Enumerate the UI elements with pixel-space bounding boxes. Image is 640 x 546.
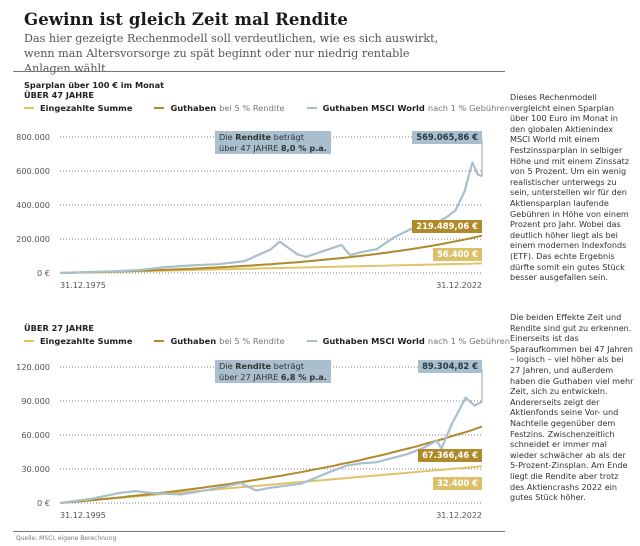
top-divider (13, 71, 505, 72)
chart2-heading-line2: ÜBER 27 JAHRE (24, 323, 95, 333)
chart1-guthaben5-final-value: 219.489,06 € (412, 220, 482, 233)
legend-swatch-eingezahlt (24, 339, 34, 343)
chart1-heading-line2: ÜBER 47 JAHRE (24, 90, 95, 100)
legend-label: Guthaben (170, 336, 217, 346)
y-tick-label: 90.000 (21, 396, 50, 406)
y-tick-label: 60.000 (21, 430, 50, 440)
legend-label-light: nach 1 % Gebühren (427, 103, 510, 113)
callout-text: über 27 JAHRE (219, 371, 281, 382)
legend-label: Guthaben MSCI World (322, 103, 425, 113)
callout-text: Die (219, 132, 236, 142)
y-tick-label: 800.000 (16, 132, 50, 142)
legend-label: Eingezahlte Summe (40, 336, 133, 346)
callout-text-bold: 8,0 % p.a. (280, 142, 327, 153)
legend-swatch-msci (306, 106, 317, 110)
legend-label-light: nach 1 % Gebühren (427, 336, 510, 346)
chart1-eingezahlt-final-value: 56.400 € (432, 248, 482, 261)
legend-label-light: bei 5 % Rendite (219, 336, 285, 346)
callout-text-bold: Rendite (235, 361, 272, 371)
legend-swatch-eingezahlt (24, 106, 34, 110)
legend-label-light: bei 5 % Rendite (219, 103, 285, 113)
callout-text: Die (219, 361, 236, 371)
line-guthaben-5-prozent (59, 425, 483, 504)
y-tick-label: 0 € (37, 268, 50, 278)
chart1-legend: Eingezahlte Summe Guthaben bei 5 % Rendit… (24, 103, 532, 113)
chart2-eingezahlt-final-value: 32.400 € (432, 477, 482, 490)
y-tick-label: 600.000 (16, 166, 50, 176)
page-subtitle: Das hier gezeigte Rechenmodell soll verd… (24, 32, 439, 75)
legend-item-msci: Guthaben MSCI World nach 1 % Gebühren (306, 336, 510, 346)
callout-text: über 47 JAHRE (219, 142, 281, 153)
page-title: Gewinn ist gleich Zeit mal Rendite (24, 10, 348, 29)
line-msci-world (59, 161, 483, 275)
legend-item-msci: Guthaben MSCI World nach 1 % Gebühren (306, 103, 510, 113)
legend-item-eingezahlt: Eingezahlte Summe (24, 336, 132, 346)
callout-text: beträgt (271, 132, 304, 142)
y-tick-label: 200.000 (16, 234, 50, 244)
y-tick-label: 30.000 (21, 464, 50, 474)
legend-swatch-msci (306, 339, 317, 343)
legend-swatch-guthaben5 (154, 339, 165, 343)
x-start-label: 31.12.1975 (60, 281, 106, 290)
line-msci-world (59, 396, 483, 505)
callout-text-bold: 6,8 % p.a. (280, 371, 327, 382)
chart2-return-callout: Die Rendite beträgt über 27 JAHRE 6,8 % … (215, 360, 331, 383)
chart1-return-callout: Die Rendite beträgt über 47 JAHRE 8,0 % … (215, 131, 331, 154)
y-tick-label: 400.000 (16, 200, 50, 210)
legend-label: Guthaben MSCI World (322, 336, 425, 346)
callout-text: beträgt (271, 361, 304, 371)
x-end-label: 31.12.2022 (436, 281, 482, 290)
legend-item-guthaben5: Guthaben bei 5 % Rendite (154, 336, 285, 346)
legend-label: Guthaben (170, 103, 217, 113)
callout-text-bold: Rendite (235, 132, 272, 142)
chart2-legend: Eingezahlte Summe Guthaben bei 5 % Rendit… (24, 336, 532, 346)
y-tick-label: 120.000 (16, 362, 50, 372)
legend-item-guthaben5: Guthaben bei 5 % Rendite (154, 103, 285, 113)
x-end-label: 31.12.2022 (436, 511, 482, 520)
chart1-heading-line1: Sparplan über 100 € im Monat (24, 80, 165, 90)
source-note: Quelle: MSCI, eigene Berechnung (16, 535, 117, 542)
chart2-heading: ÜBER 27 JAHRE (24, 323, 94, 333)
chart1-heading: Sparplan über 100 € im Monat ÜBER 47 JAH… (24, 80, 164, 100)
bottom-divider (13, 531, 505, 532)
legend-swatch-guthaben5 (154, 106, 165, 110)
chart2-guthaben5-final-value: 67.366,46 € (418, 449, 482, 462)
legend-label: Eingezahlte Summe (40, 103, 133, 113)
legend-item-eingezahlt: Eingezahlte Summe (24, 103, 132, 113)
x-start-label: 31.12.1995 (60, 511, 106, 520)
side-paragraph-2: Die beiden Effekte Zeit und Rendite sind… (510, 312, 634, 503)
chart1-msci-final-value: 569.065,86 € (412, 131, 482, 144)
side-paragraph-1: Dieses Rechenmodell vergleicht einen Spa… (510, 92, 630, 283)
chart2-msci-final-value: 89.304,82 € (418, 360, 482, 373)
y-tick-label: 0 € (37, 498, 50, 508)
